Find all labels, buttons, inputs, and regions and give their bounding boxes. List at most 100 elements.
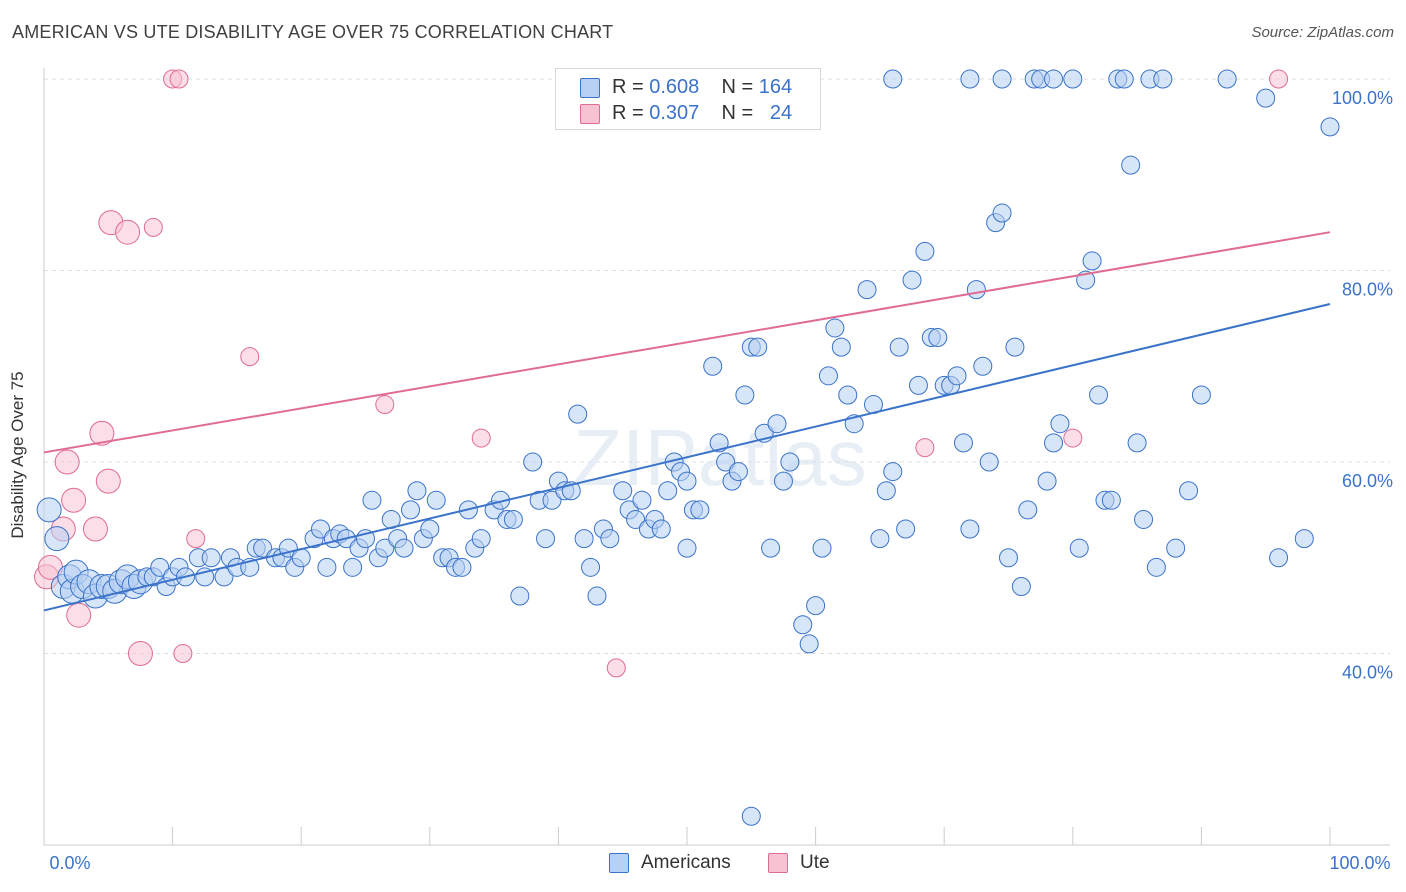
americans-point (375, 538, 395, 558)
americans-point (793, 615, 813, 635)
ute-point (1269, 69, 1289, 89)
ute-point (143, 217, 163, 237)
americans-point (503, 509, 523, 529)
americans-point (1005, 337, 1025, 357)
americans-point (613, 481, 633, 501)
americans-point (928, 328, 948, 348)
americans-point (883, 462, 903, 482)
legend-n-value-americans: 164 (758, 76, 793, 98)
ute-trend-line (43, 231, 1331, 454)
americans-point (201, 548, 221, 568)
americans-point (748, 337, 768, 357)
americans-point (1011, 576, 1031, 596)
americans-point (510, 586, 530, 606)
americans-point (806, 596, 826, 616)
ute-point (61, 487, 87, 513)
americans-point (1166, 538, 1186, 558)
americans-point (1269, 548, 1289, 568)
americans-point (857, 280, 877, 300)
legend-n-label: N = (721, 76, 759, 98)
americans-point (632, 490, 652, 510)
americans-point (253, 538, 273, 558)
ute-point (82, 516, 108, 542)
americans-point (568, 404, 588, 424)
americans-point (831, 337, 851, 357)
americans-point (896, 519, 916, 539)
americans-point (960, 519, 980, 539)
americans-point (947, 366, 967, 386)
americans-point (1121, 155, 1141, 175)
ute-point (66, 602, 92, 628)
americans-point (1217, 69, 1237, 89)
correlation-legend: R = 0.608 N = 164 R = 0.307 N = 24 (555, 68, 821, 130)
americans-point (870, 529, 890, 549)
americans-point (889, 337, 909, 357)
legend-n-value-ute: 24 (769, 102, 793, 124)
americans-point (773, 471, 793, 491)
americans-point (1018, 500, 1038, 520)
axes (43, 68, 1390, 846)
americans-point (426, 490, 446, 510)
legend-swatch-americans (580, 78, 600, 98)
americans-point (1114, 69, 1134, 89)
americans-point (960, 69, 980, 89)
americans-point (703, 356, 723, 376)
ute-point (173, 644, 193, 663)
legend-r-label: R = (612, 102, 650, 124)
americans-point (1146, 557, 1166, 577)
americans-point (992, 69, 1012, 89)
americans-point (690, 500, 710, 520)
americans-point (658, 481, 678, 501)
americans-point (1082, 251, 1102, 271)
y-tick-label: 60.0% (1342, 471, 1393, 491)
americans-point (1294, 529, 1314, 549)
source-credit: Source: ZipAtlas.com (1251, 24, 1394, 41)
ute-point (186, 529, 206, 549)
ute-swatch (768, 853, 788, 873)
americans-point (1089, 385, 1109, 405)
americans-point (780, 452, 800, 472)
legend-swatch-ute (580, 104, 600, 124)
americans-point (741, 806, 761, 826)
americans-point (1044, 433, 1064, 453)
legend-r-value-ute: 0.307 (649, 102, 700, 124)
americans-point (953, 433, 973, 453)
americans-point (883, 69, 903, 89)
trend-lines (43, 231, 1331, 612)
americans-point (799, 634, 819, 654)
americans-point (999, 548, 1018, 568)
americans-point (966, 280, 986, 300)
americans-trend-line (43, 303, 1331, 612)
americans-point (1191, 385, 1211, 405)
americans-point (600, 529, 620, 549)
ute-point (915, 438, 935, 458)
legend-r-value-americans: 0.608 (649, 76, 700, 98)
ute-label: Ute (800, 852, 830, 873)
americans-point (992, 203, 1012, 223)
americans-point (709, 433, 729, 453)
americans-point (587, 586, 607, 606)
americans-point (728, 462, 748, 482)
americans-point (523, 452, 543, 472)
y-tick-label: 40.0% (1342, 663, 1393, 683)
americans-point (876, 481, 896, 501)
americans-point (407, 481, 427, 501)
ute-point (169, 69, 189, 89)
americans-point (677, 538, 697, 558)
americans-point (394, 538, 414, 558)
americans-point (818, 366, 838, 386)
americans-point (1050, 414, 1070, 434)
ute-point (95, 468, 121, 494)
americans-point (677, 471, 697, 491)
americans-point (1069, 538, 1089, 558)
americans-point (767, 414, 787, 434)
americans-point (36, 497, 62, 523)
americans-point (1101, 490, 1121, 510)
americans-point (542, 490, 562, 510)
americans-point (362, 490, 382, 510)
y-tick-label: 100.0% (1332, 88, 1393, 108)
x-tick-label: 0.0% (49, 853, 90, 873)
americans-point (825, 318, 845, 338)
americans-point (1127, 433, 1147, 453)
americans-point (1037, 471, 1057, 491)
